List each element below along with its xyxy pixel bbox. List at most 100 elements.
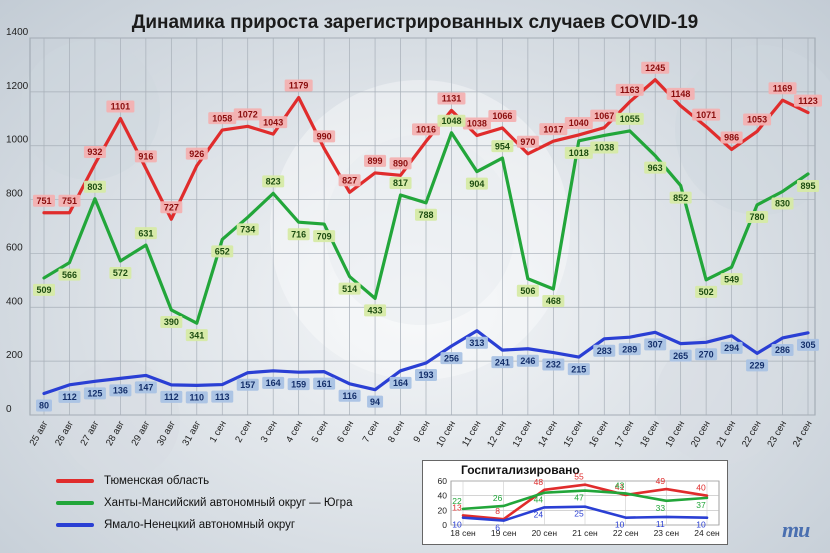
data-label: 468 [546,296,561,306]
data-label-bg [539,123,568,136]
inset-data-label: 41 [615,482,625,492]
data-label: 136 [113,386,128,396]
data-label: 1067 [594,111,614,121]
data-label-bg [666,87,695,100]
inset-data-label: 13 [452,502,462,512]
data-label-bg [516,284,539,297]
x-tick-label: 10 сен [434,419,458,449]
data-label-bg [542,358,565,371]
inset-data-label: 10 [696,520,706,530]
data-label: 1040 [569,118,589,128]
data-label: 270 [699,349,714,359]
data-label: 112 [62,392,77,402]
x-tick-label: 11 сен [460,419,483,449]
data-label-bg [33,283,55,296]
data-label-bg [208,112,237,125]
inset-data-label: 10 [615,520,625,530]
series-line-0 [42,78,810,221]
data-label-bg [695,348,718,361]
data-label-bg [516,135,539,148]
data-label: 232 [546,360,561,370]
data-label: 94 [370,397,380,407]
data-label-bg [542,294,565,307]
data-label-bg [720,273,743,286]
data-label-bg [695,285,718,298]
data-label: 125 [87,389,102,399]
data-label-bg [644,161,667,174]
data-label-bg [109,266,132,279]
inset-x-tick-label: 21 сен [572,528,598,538]
data-label: 788 [418,210,433,220]
data-label-bg [134,227,157,240]
data-label: 549 [724,274,739,284]
data-label-bg [36,399,52,412]
data-label-bg [109,384,132,397]
inset-x-tick-label: 24 сен [694,528,720,538]
data-label-bg [313,130,336,143]
legend-label-yanao: Ямало-Ненецкий автономный округ [104,519,296,531]
data-label-bg [564,116,593,129]
data-label: 932 [87,147,102,157]
data-label: 751 [62,196,77,206]
data-label-bg [313,230,336,243]
data-label: 652 [215,247,230,257]
data-label: 899 [368,156,383,166]
data-label-bg [516,354,539,367]
data-label-bg [364,154,387,167]
series-line-2 [42,329,810,396]
inset-x-tick-label: 18 сен [450,528,476,538]
data-label: 890 [393,159,408,169]
x-tick-label: 29 авг [129,419,152,448]
data-label: 305 [800,340,815,350]
legend-label-khmao: Ханты-Мансийский автономный округ — Югра [104,497,353,509]
x-tick-label: 18 сен [638,419,662,449]
x-tick-label: 16 сен [587,419,611,449]
data-label-bg [437,92,466,105]
inset-y-tick-label: 20 [438,505,448,515]
inset-x-tick-label: 19 сен [491,528,517,538]
data-label: 289 [622,344,637,354]
data-label-bg [491,140,514,153]
data-label-bg [590,109,619,122]
inset-data-label: 22 [452,496,462,506]
data-label-bg [720,131,743,144]
inset-x-tick-label: 20 сен [532,528,558,538]
data-label-bg [185,391,208,404]
data-label: 751 [36,196,51,206]
data-label: 1058 [212,113,232,123]
data-label: 716 [291,229,306,239]
inset-data-label: 48 [534,477,544,487]
y-tick-label: 800 [6,189,23,200]
inset-data-label: 25 [574,509,584,519]
inset-data-label: 49 [656,476,666,486]
x-tick-label: 27 авг [78,419,101,448]
data-label: 390 [164,317,179,327]
x-tick-label: 5 сен [310,419,331,445]
data-label: 904 [469,179,484,189]
data-label: 1048 [441,116,461,126]
data-label-bg [160,315,183,328]
data-label-bg [83,146,106,159]
data-label: 112 [164,392,179,402]
data-label: 572 [113,268,128,278]
data-label: 1038 [594,143,614,153]
y-tick-label: 600 [6,242,23,253]
x-tick-label: 6 сен [335,419,356,445]
data-label: 817 [393,178,408,188]
x-tick-label: 9 сен [411,419,432,445]
data-label: 509 [36,285,51,295]
data-label: 147 [138,383,153,393]
data-label-bg [618,343,641,356]
data-label-bg [134,150,157,163]
data-label-bg [338,282,361,295]
data-label-bg [389,157,412,170]
data-label: 895 [800,181,815,191]
data-label: 502 [699,287,714,297]
legend-item-khmao: Ханты-Мансийский автономный округ — Югра [56,492,416,514]
data-label: 823 [266,177,281,187]
data-label: 110 [190,393,205,403]
data-label: 1066 [492,111,512,121]
data-label: 1055 [620,114,640,124]
